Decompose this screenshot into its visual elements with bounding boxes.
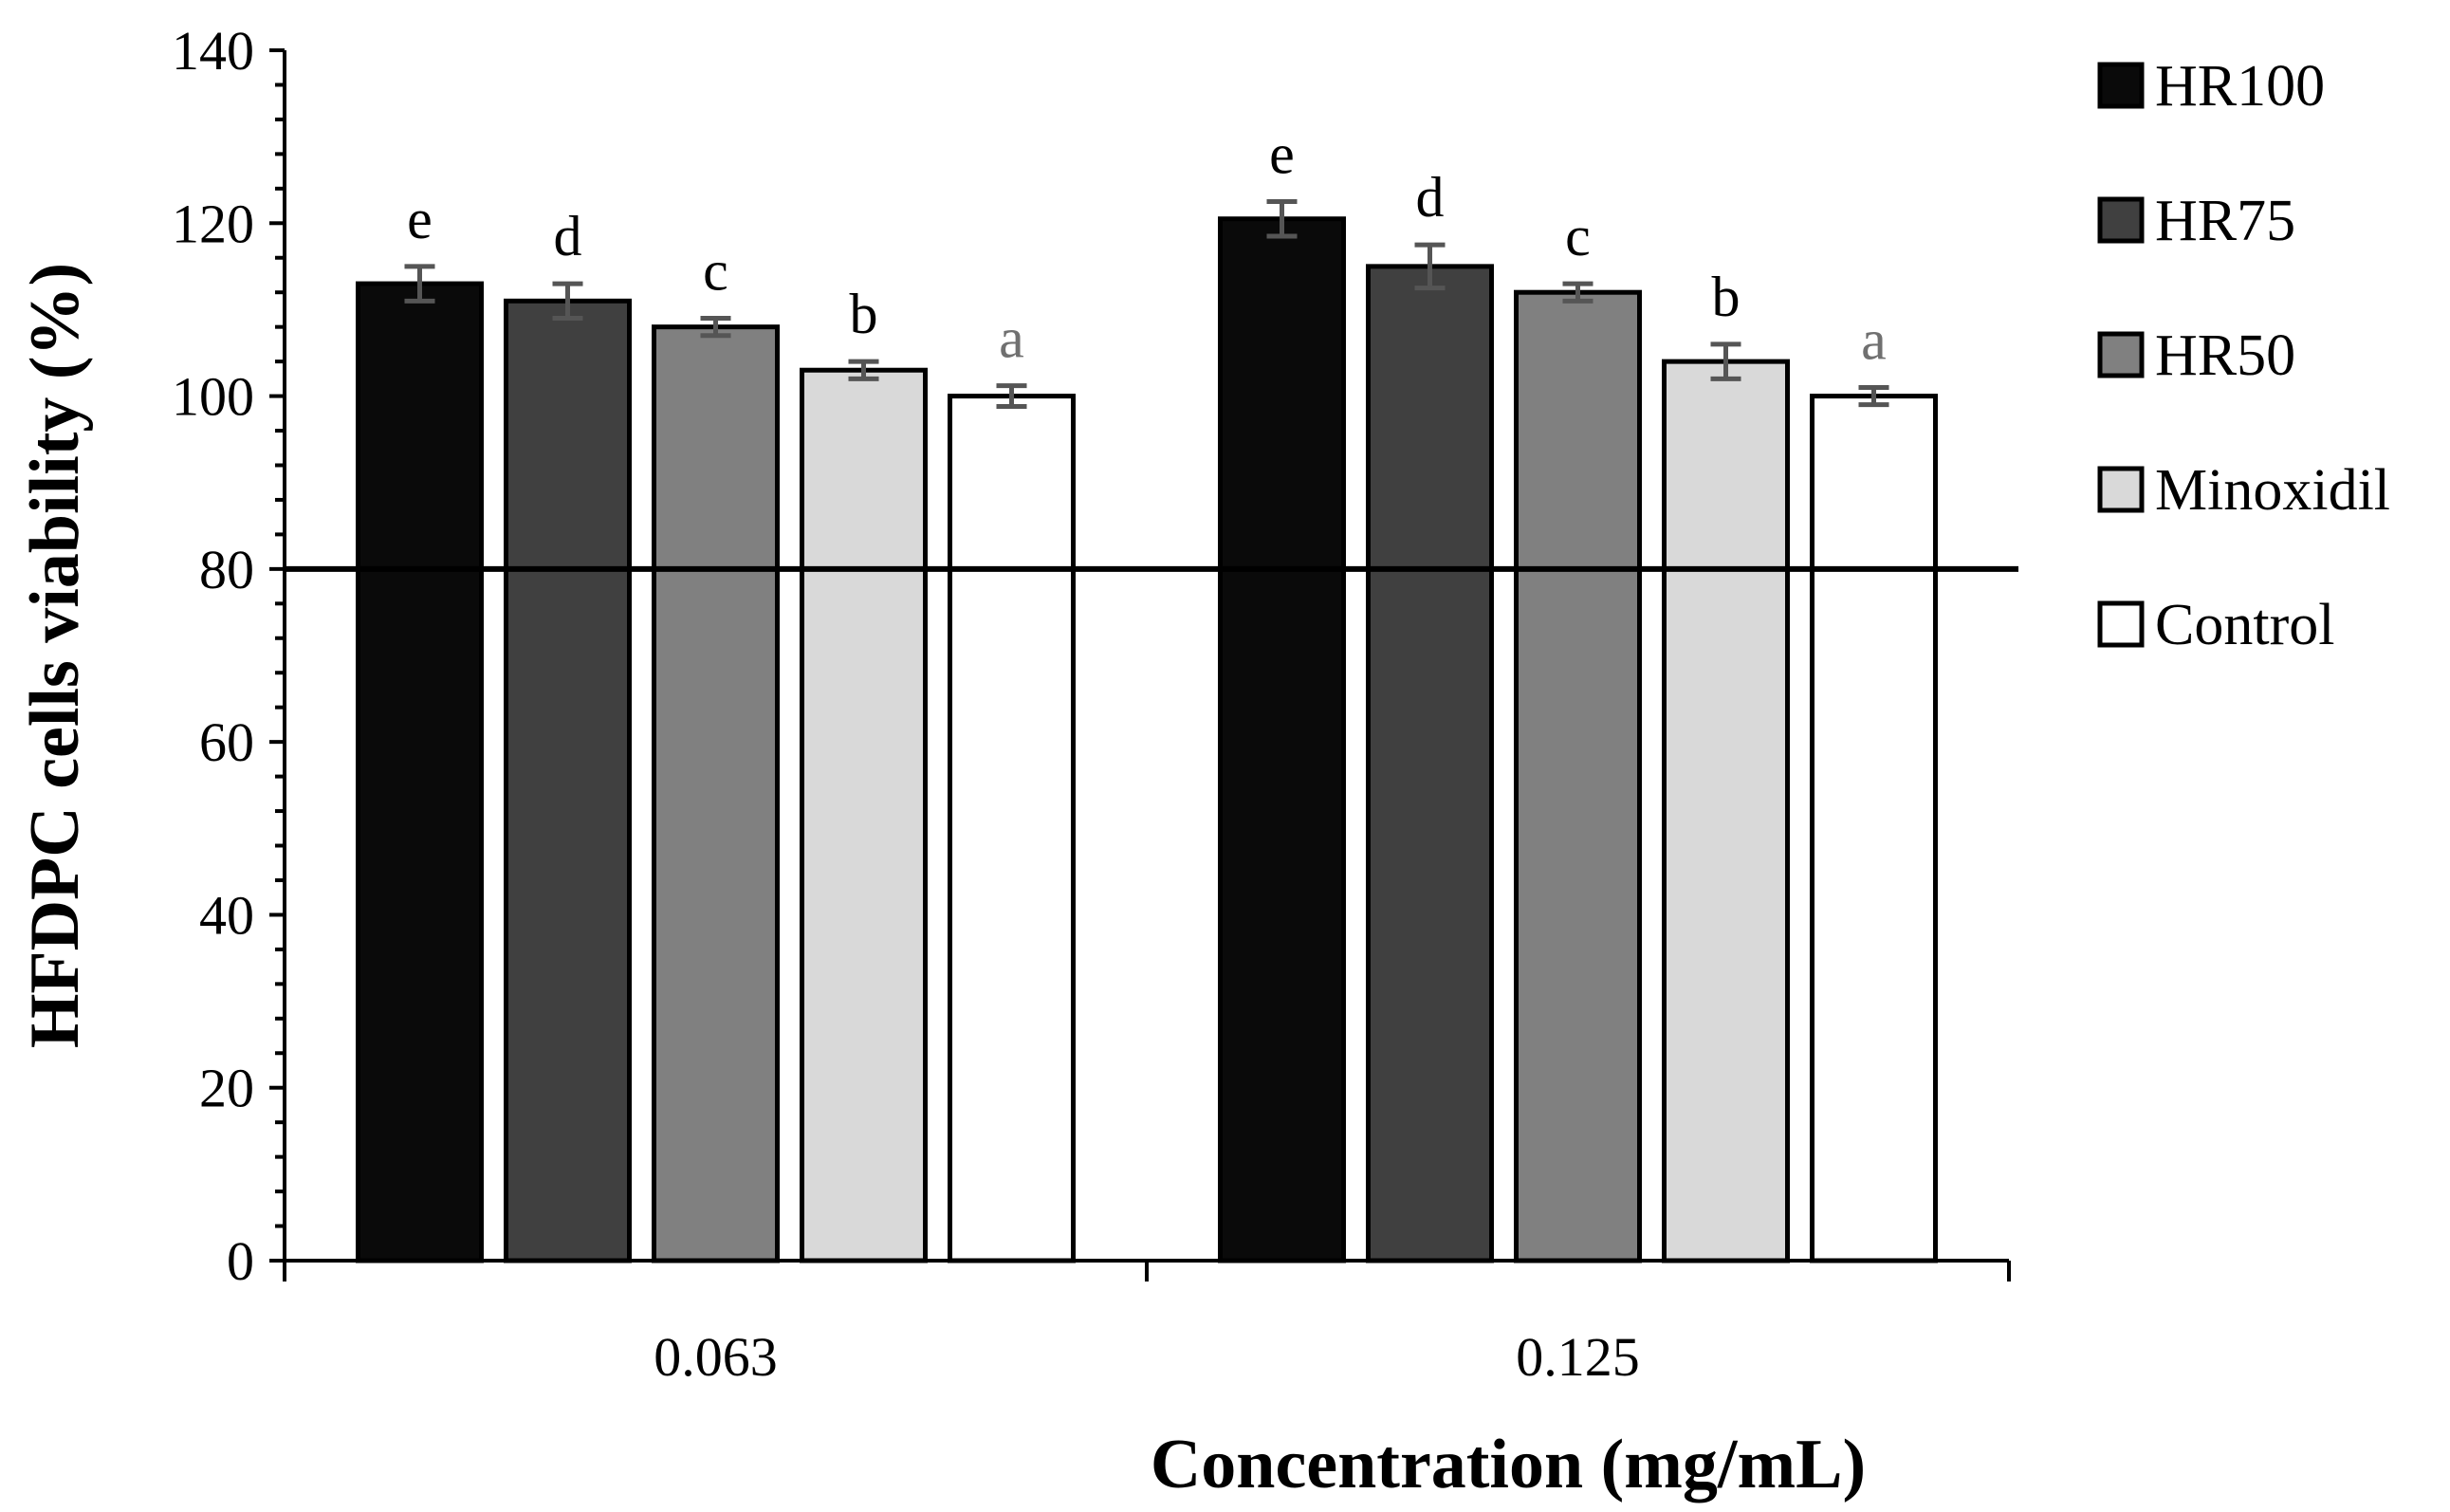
- significance-letter-minoxidil-0.125: b: [1712, 266, 1741, 328]
- error-bar-control-0.125: [1858, 384, 1889, 408]
- y-tick-label: 140: [172, 20, 254, 82]
- error-bar-hr50-0.063: [700, 316, 731, 339]
- legend-label: Minoxidil: [2155, 458, 2390, 523]
- error-bar-control-0.063: [996, 383, 1027, 410]
- y-tick-label: 0: [227, 1230, 254, 1292]
- legend-swatch: [2097, 600, 2145, 648]
- significance-letter-hr50-0.063: c: [703, 240, 728, 303]
- x-tick-label: 0.125: [1516, 1326, 1640, 1388]
- y-axis-title: HFDPC cells viability (%): [16, 263, 94, 1048]
- bar-hr100-0.125: [1218, 216, 1346, 1263]
- bar-hr75-0.063: [504, 298, 632, 1263]
- y-tick-label: 60: [199, 711, 254, 773]
- significance-letter-control-0.063: a: [999, 307, 1024, 370]
- x-tick-label: 0.063: [654, 1326, 778, 1388]
- y-tick-label: 100: [172, 366, 254, 428]
- y-tick-label: 20: [199, 1058, 254, 1119]
- legend: HR100 HR75 HR50 Minoxidil Control: [2097, 54, 2390, 657]
- bar-hr50-0.125: [1514, 289, 1642, 1263]
- significance-letter-hr75-0.063: d: [554, 205, 582, 267]
- error-bar-minoxidil-0.063: [848, 359, 879, 381]
- x-tick-labels: 0.063 0.125: [654, 1326, 1640, 1388]
- bar-hr75-0.125: [1366, 264, 1494, 1263]
- legend-label: Control: [2155, 593, 2334, 657]
- legend-label: HR75: [2155, 189, 2295, 253]
- legend-item-hr75: HR75: [2097, 189, 2295, 253]
- legend-item-hr50: HR50: [2097, 323, 2295, 388]
- error-bar-hr50-0.125: [1562, 281, 1593, 304]
- bar-minoxidil-0.063: [800, 367, 928, 1263]
- y-tick-labels: 0 20 40 60 80 100 120 140: [172, 20, 254, 1292]
- y-tick-label: 80: [199, 539, 254, 600]
- bars-layer: [356, 216, 1938, 1263]
- bar-control-0.063: [948, 394, 1076, 1263]
- legend-label: HR50: [2155, 323, 2295, 388]
- axes-layer: [269, 48, 2011, 1282]
- x-axis-title: Concentration (mg/mL): [1151, 1426, 1866, 1503]
- bar-minoxidil-0.125: [1662, 359, 1790, 1263]
- bar-hr100-0.063: [356, 281, 484, 1263]
- significance-letter-hr50-0.125: c: [1565, 205, 1591, 267]
- legend-label: HR100: [2155, 54, 2325, 119]
- legend-swatch: [2097, 62, 2145, 109]
- legend-item-control: Control: [2097, 593, 2334, 657]
- significance-letter-hr100-0.125: e: [1269, 123, 1295, 186]
- error-bar-hr100-0.125: [1266, 199, 1298, 239]
- legend-swatch: [2097, 466, 2145, 513]
- significance-letter-hr75-0.125: d: [1416, 166, 1445, 229]
- significance-letters-layer: e e d d c c b b a a: [407, 123, 1887, 372]
- legend-swatch: [2097, 196, 2145, 244]
- bar-control-0.125: [1810, 394, 1938, 1263]
- error-bar-minoxidil-0.125: [1710, 341, 1741, 381]
- legend-item-hr100: HR100: [2097, 54, 2325, 119]
- significance-letter-hr100-0.063: e: [407, 188, 433, 250]
- error-bar-hr75-0.063: [552, 281, 583, 322]
- legend-item-minoxidil: Minoxidil: [2097, 458, 2390, 523]
- error-bar-hr100-0.063: [404, 264, 435, 304]
- legend-swatch: [2097, 331, 2145, 378]
- error-bars-layer: [404, 199, 1889, 410]
- error-bar-hr75-0.125: [1414, 242, 1446, 291]
- significance-letter-control-0.125: a: [1861, 308, 1887, 371]
- significance-letter-minoxidil-0.063: b: [850, 283, 878, 345]
- bar-hr50-0.063: [652, 324, 780, 1263]
- y-tick-label: 40: [199, 884, 254, 946]
- y-tick-label: 120: [172, 193, 254, 254]
